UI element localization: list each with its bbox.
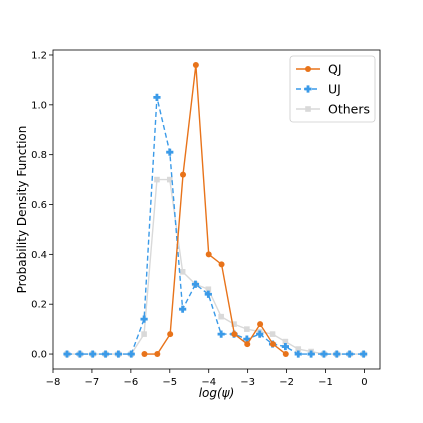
data-point-others (141, 331, 147, 337)
data-point-uj (89, 350, 97, 358)
y-axis-label: Probability Density Function (15, 126, 29, 294)
data-point-uj (217, 330, 225, 338)
data-point-qj (180, 171, 187, 178)
data-point-qj (218, 261, 225, 268)
data-point-qj (141, 351, 148, 358)
legend-marker-qj (305, 66, 311, 72)
data-point-qj (154, 351, 161, 358)
series-line-uj (67, 97, 364, 355)
data-point-uj (191, 280, 200, 288)
data-point-uj (153, 93, 161, 101)
x-tick-label: −2 (279, 377, 294, 388)
legend-marker-others (305, 106, 311, 112)
series-line-qj (144, 64, 287, 355)
legend-marker-uj (304, 85, 312, 93)
data-point-uj (63, 350, 71, 358)
data-point-others (179, 269, 186, 275)
data-point-uj (333, 350, 341, 358)
y-tick-label: 0.8 (31, 150, 47, 161)
data-point-qj (205, 251, 212, 258)
y-tick-label: 0.0 (31, 350, 47, 361)
x-tick-label: 0 (361, 377, 367, 388)
data-point-others (154, 176, 160, 183)
x-tick-label: −3 (240, 377, 255, 388)
plot-area (52, 49, 381, 370)
series-layer (63, 61, 368, 358)
legend: QJ UJ Others (289, 55, 376, 123)
y-tick-label: 0.6 (31, 200, 47, 211)
data-point-others (244, 326, 250, 332)
legend-label-qj: QJ (328, 62, 342, 77)
legend-box (289, 55, 376, 123)
data-point-uj (114, 350, 122, 358)
y-tick-label: 1.2 (31, 50, 47, 61)
data-point-others (166, 176, 173, 183)
data-point-uj (243, 335, 251, 343)
data-point-uj (256, 330, 264, 338)
series-line-others (67, 178, 364, 355)
data-point-qj (269, 341, 276, 348)
data-point-qj (167, 331, 174, 338)
data-point-qj (282, 351, 289, 358)
x-tick-label: −4 (201, 377, 216, 388)
x-tick-label: −1 (318, 377, 333, 388)
data-point-uj (346, 350, 354, 358)
x-axis-label: log(ψ) (199, 386, 235, 400)
data-point-others (231, 321, 237, 327)
x-tick-label: −6 (123, 377, 138, 388)
data-point-uj (179, 305, 187, 313)
legend-label-others: Others (328, 102, 370, 117)
x-axis-ticks: −8 −7 −6 −5 −4 −3 −2 −1 0 (46, 369, 368, 388)
data-point-uj (76, 350, 84, 358)
data-point-qj (231, 331, 238, 338)
data-point-qj (192, 61, 199, 68)
data-point-qj (257, 321, 264, 328)
data-point-others (269, 331, 276, 337)
series-uj (63, 93, 368, 358)
data-point-uj (101, 350, 110, 358)
x-tick-label: −8 (46, 377, 61, 388)
legend-label-uj: UJ (328, 82, 341, 97)
data-point-uj (307, 350, 315, 358)
data-point-uj (320, 350, 328, 358)
data-point-others (205, 286, 212, 293)
data-point-others (295, 346, 302, 352)
x-tick-label: −5 (162, 377, 177, 388)
series-others (64, 176, 367, 357)
data-point-uj (127, 350, 135, 358)
x-tick-label: −7 (85, 377, 100, 388)
data-point-others (218, 313, 224, 320)
data-point-uj (294, 350, 302, 358)
y-axis-ticks: 0.0 0.2 0.4 0.6 0.8 1.0 1.2 (31, 50, 53, 361)
data-point-uj (360, 350, 368, 358)
data-point-uj (204, 290, 212, 298)
data-point-others (282, 338, 289, 345)
data-point-uj (281, 342, 290, 351)
y-tick-label: 1.0 (31, 100, 47, 111)
data-point-uj (140, 315, 148, 323)
y-tick-label: 0.4 (31, 250, 47, 261)
data-point-uj (166, 148, 174, 156)
data-point-qj (244, 341, 251, 348)
series-qj (141, 61, 289, 358)
y-tick-label: 0.2 (31, 300, 47, 311)
